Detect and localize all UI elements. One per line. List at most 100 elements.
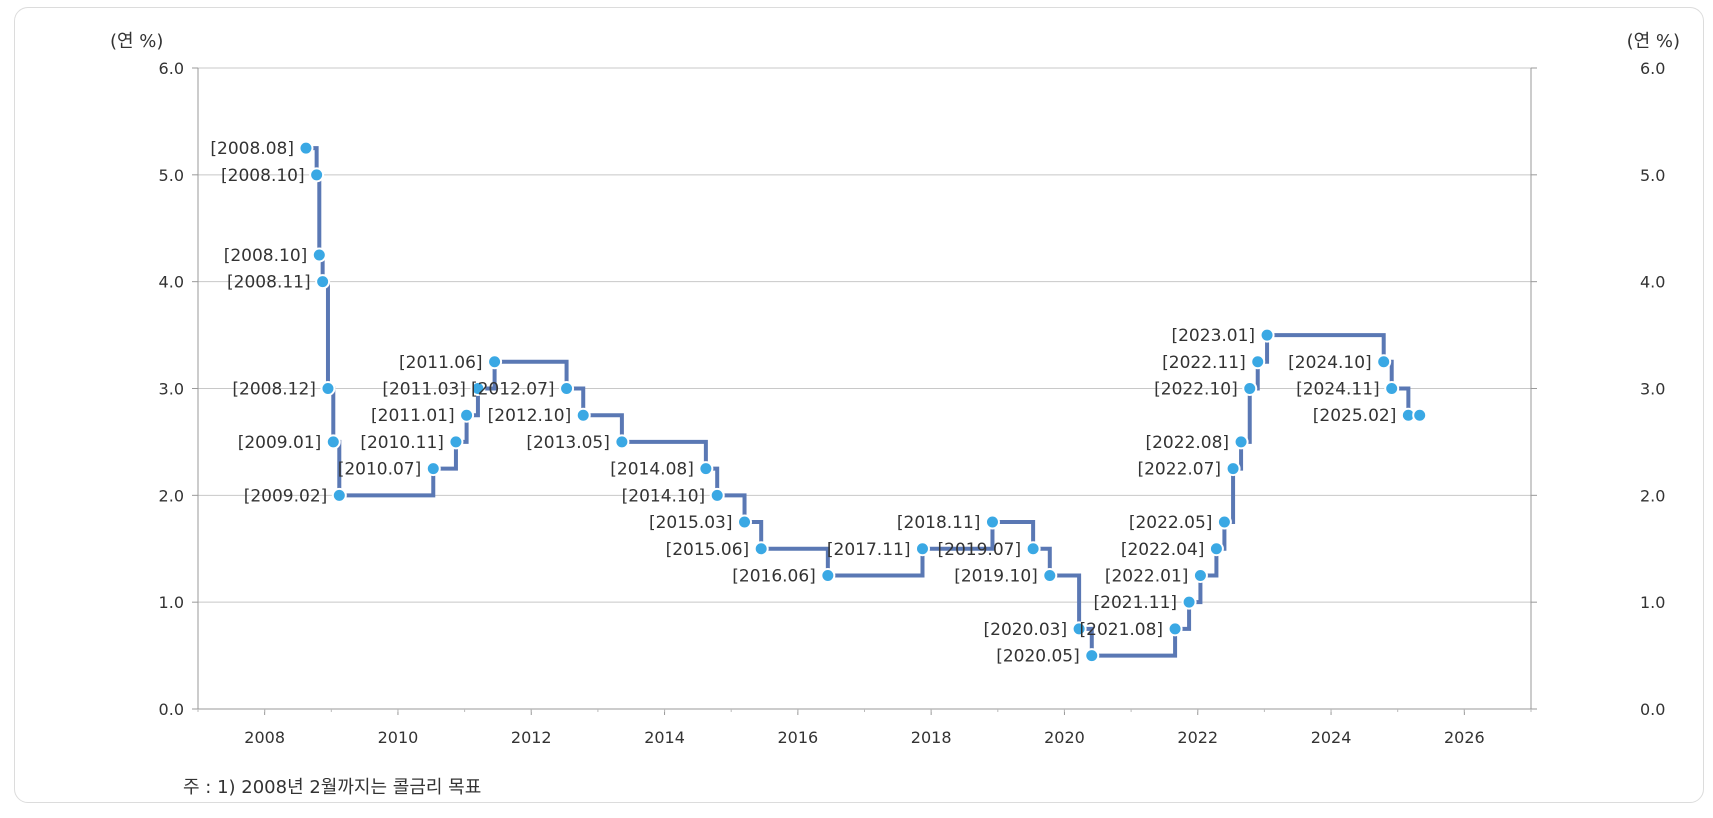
data-point — [448, 434, 464, 450]
y-tick-label-right: 0.0 — [1640, 700, 1665, 719]
x-tick-label: 2008 — [244, 728, 285, 747]
axes: 0.0 0.0 1.0 1.0 2.0 2.0 3.0 3.0 4.0 4.0 5.0 5.0 6.0 6… — [159, 59, 1666, 747]
data-label: [2022.08] — [1145, 433, 1229, 453]
rate-step-line — [305, 146, 1420, 658]
data-label: [2019.10] — [954, 566, 1038, 586]
data-label: [2022.07] — [1137, 460, 1221, 480]
data-point — [1242, 381, 1258, 396]
data-label: [2008.10] — [224, 246, 308, 266]
data-point — [1216, 514, 1232, 530]
data-label: [2022.10] — [1154, 380, 1238, 400]
data-label: [2010.11] — [360, 433, 444, 453]
x-tick-label: 2024 — [1311, 728, 1352, 747]
data-label: [2017.11] — [827, 540, 911, 560]
data-label: [2011.03] — [382, 380, 466, 400]
data-point — [459, 407, 475, 423]
data-point — [1384, 381, 1400, 396]
point-labels: [2008.08] [2008.10] [2008.10] [2008.11] [200… — [210, 139, 1396, 666]
data-point — [820, 567, 836, 583]
data-label: [2008.11] — [227, 273, 311, 293]
y-tick-label-left: 4.0 — [159, 273, 184, 292]
x-tick-label: 2022 — [1177, 728, 1218, 747]
data-point — [470, 381, 486, 396]
data-point — [1025, 541, 1041, 557]
left-axis-unit: (연 %) — [110, 31, 163, 52]
data-point — [1250, 354, 1266, 370]
data-label: [2020.03] — [984, 620, 1068, 640]
footnote: 주 : 1) 2008년 2월까지는 콜금리 목표 — [183, 777, 481, 798]
data-label: [2023.01] — [1171, 326, 1255, 346]
data-label: [2012.07] — [471, 380, 555, 400]
y-tick-label-right: 2.0 — [1640, 486, 1665, 505]
data-label: [2022.05] — [1129, 513, 1213, 533]
x-tick-label: 2026 — [1444, 728, 1485, 747]
y-tick-label-right: 1.0 — [1640, 593, 1665, 612]
x-tick-label: 2020 — [1044, 728, 1085, 747]
data-point — [425, 461, 441, 477]
data-point — [331, 487, 347, 503]
x-tick-label: 2012 — [511, 728, 552, 747]
data-label: [2008.10] — [221, 166, 305, 186]
data-label: [2016.06] — [732, 566, 816, 586]
data-label: [2009.01] — [238, 433, 322, 453]
data-point — [1084, 648, 1100, 664]
data-point — [698, 461, 714, 477]
data-label: [2024.10] — [1288, 353, 1372, 373]
data-point — [1233, 434, 1249, 450]
data-point — [298, 140, 314, 156]
data-point — [1071, 621, 1087, 637]
data-point — [1042, 567, 1058, 583]
y-tick-label-left: 3.0 — [159, 380, 184, 399]
x-tick-label: 2018 — [911, 728, 952, 747]
data-point — [1259, 327, 1275, 343]
data-point — [325, 434, 341, 450]
y-tick-label-right: 6.0 — [1640, 59, 1665, 78]
data-point — [311, 247, 327, 263]
data-label: [2022.04] — [1121, 540, 1205, 560]
data-point — [1192, 567, 1208, 583]
data-point — [737, 514, 753, 530]
data-label: [2020.05] — [996, 647, 1080, 667]
data-label: [2014.08] — [610, 460, 694, 480]
data-point — [575, 407, 591, 423]
data-point — [614, 434, 630, 450]
right-axis-unit: (연 %) — [1627, 31, 1680, 52]
data-label: [2022.01] — [1105, 566, 1189, 586]
data-point — [1412, 407, 1428, 423]
y-tick-label-left: 2.0 — [159, 486, 184, 505]
data-point — [315, 274, 331, 290]
data-point — [1167, 621, 1183, 637]
data-label: [2011.06] — [399, 353, 483, 373]
y-tick-label-left: 0.0 — [159, 700, 184, 719]
data-label: [2024.11] — [1296, 380, 1380, 400]
x-tick-label: 2010 — [378, 728, 419, 747]
data-point — [753, 541, 769, 557]
series-line — [305, 146, 1420, 658]
data-label: [2021.11] — [1094, 593, 1178, 613]
data-label: [2012.10] — [488, 406, 572, 426]
data-point — [709, 487, 725, 503]
data-point — [309, 167, 325, 183]
data-label: [2008.12] — [232, 380, 316, 400]
y-tick-label-right: 4.0 — [1640, 273, 1665, 292]
data-point — [1376, 354, 1392, 370]
data-point — [1181, 594, 1197, 610]
data-point — [984, 514, 1000, 530]
data-label: [2014.10] — [622, 486, 706, 506]
data-label: [2011.01] — [371, 406, 455, 426]
data-point — [914, 541, 930, 557]
data-point — [320, 381, 336, 396]
x-tick-label: 2014 — [644, 728, 685, 747]
data-label: [2025.02] — [1313, 406, 1397, 426]
data-label: [2022.11] — [1162, 353, 1246, 373]
y-tick-label-right: 3.0 — [1640, 380, 1665, 399]
chart-card — [14, 7, 1704, 803]
data-point — [1208, 541, 1224, 557]
series-points — [298, 140, 1428, 664]
x-tick-label: 2016 — [777, 728, 818, 747]
data-label: [2015.06] — [666, 540, 750, 560]
data-label: [2008.08] — [210, 139, 294, 159]
data-point — [487, 354, 503, 370]
data-label: [2010.07] — [338, 460, 422, 480]
data-point — [559, 381, 575, 396]
